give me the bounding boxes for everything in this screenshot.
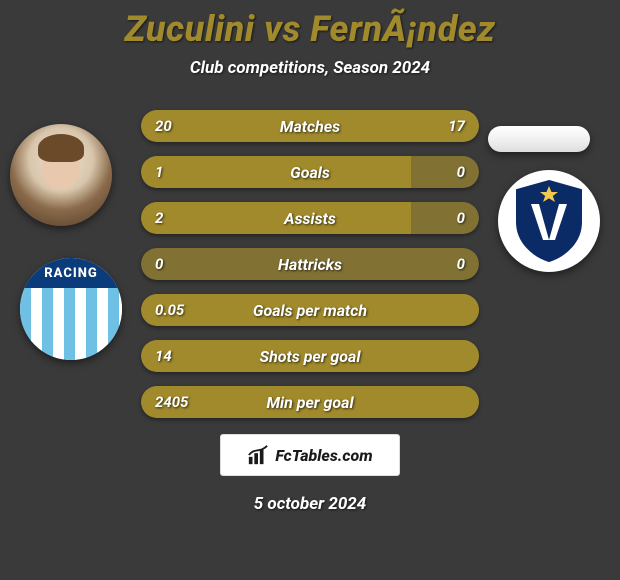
stat-fill-left [141, 340, 479, 372]
comparison-card: Zuculini vs FernÃ¡ndez Club competitions… [0, 0, 620, 580]
stat-row: 20Assists [141, 202, 479, 234]
player-left-avatar [10, 124, 112, 226]
stat-fill-right [324, 110, 479, 142]
brand-badge: FcTables.com [220, 434, 400, 476]
footer-date: 5 october 2024 [0, 494, 620, 514]
stat-fill-left [141, 202, 411, 234]
club-left-banner: RACING [20, 258, 122, 288]
stat-fill-left [141, 386, 479, 418]
stat-row: 2017Matches [141, 110, 479, 142]
stat-fill-left [141, 294, 479, 326]
club-left-badge: RACING [20, 258, 122, 360]
stat-row: 2405Min per goal [141, 386, 479, 418]
player-right-avatar-placeholder [488, 126, 590, 152]
club-right-badge [498, 170, 600, 272]
chart-icon [247, 444, 269, 466]
stat-fill-left [141, 110, 324, 142]
stats-list: 2017Matches 10Goals 20Assists 00Hattricks 0.… [141, 110, 479, 418]
shield-icon [511, 178, 587, 264]
stat-row: 00Hattricks [141, 248, 479, 280]
page-title: Zuculini vs FernÃ¡ndez [0, 8, 620, 50]
page-subtitle: Club competitions, Season 2024 [0, 58, 620, 78]
stat-fill-left [141, 156, 411, 188]
stat-track [141, 248, 479, 280]
stat-row: 14Shots per goal [141, 340, 479, 372]
brand-text: FcTables.com [275, 446, 372, 465]
stat-row: 10Goals [141, 156, 479, 188]
stat-row: 0.05Goals per match [141, 294, 479, 326]
